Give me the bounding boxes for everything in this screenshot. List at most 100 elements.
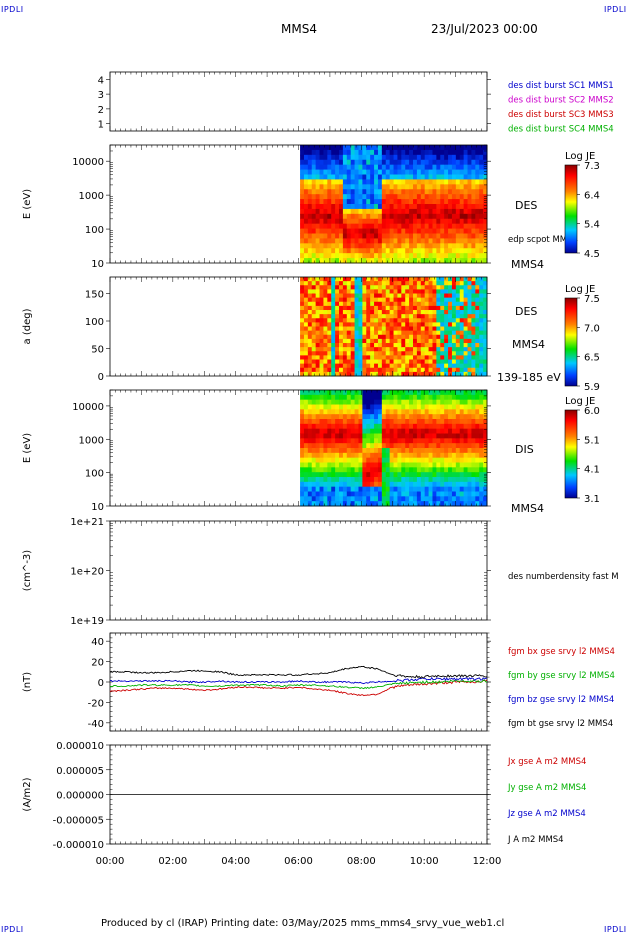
panel-bottom-label: MMS4 [511,502,544,515]
spectrogram-cell [483,338,488,344]
spectrogram-cell [428,318,433,323]
spectrogram-cell [303,428,309,434]
spectrogram-cell [444,443,449,449]
spectrogram-cell [323,355,328,361]
spectrogram-cell [370,169,375,175]
spectrogram-cell [377,289,383,295]
spectrogram-cell [420,253,426,259]
spectrogram-cell [393,496,398,502]
spectrogram-cell [397,448,402,454]
spectrogram-cell [300,486,305,492]
spectrogram-cell [335,496,340,502]
spectrogram-cell [428,343,433,348]
spectrogram-cell [327,305,332,311]
spectrogram-cell [393,285,398,290]
spectrogram-cell [459,414,465,420]
spectrogram-cell [405,343,410,348]
spectrogram-cell [319,491,324,497]
spectrogram-cell [374,443,379,449]
spectrogram-cell [346,243,352,249]
spectrogram-cell [416,347,422,352]
spectrogram-cell [354,228,359,234]
spectrogram-cell [420,258,426,264]
spectrogram-cell [350,223,356,230]
spectrogram-cell [335,501,340,507]
spectrogram-cell [339,233,344,239]
spectrogram-cell [409,486,414,492]
spectrogram-cell [350,394,356,401]
spectrogram-cell [483,371,488,377]
spectrogram-cell [420,428,426,434]
spectrogram-cell [428,164,433,171]
spectrogram-cell [389,371,395,377]
spectrogram-cell [397,289,402,295]
spectrogram-cell [327,409,332,415]
spectrogram-cell [455,297,461,303]
spectrogram-cell [475,367,480,373]
spectrogram-cell [409,330,414,336]
spectrogram-cell [358,277,363,282]
spectrogram-cell [323,481,328,488]
spectrogram-cell [471,179,476,185]
spectrogram-cell [393,145,398,151]
spectrogram-cell [354,457,359,463]
spectrogram-cell [401,293,406,299]
spectrogram-cell [335,334,340,340]
spectrogram-cell [440,394,445,401]
spectrogram-cell [432,351,437,356]
spectrogram-cell [420,326,426,332]
spectrogram-cell [342,293,348,299]
spectrogram-cell [339,351,344,356]
spectrogram-cell [467,310,472,315]
spectrogram-cell [370,301,375,307]
spectrogram-cell [335,174,340,180]
spectrogram-cell [342,404,348,410]
spectrogram-cell [448,223,453,230]
spectrogram-cell [436,243,441,249]
spectrogram-cell [405,204,410,210]
spectrogram-cell [366,409,371,415]
spectrogram-cell [389,394,395,401]
spectrogram-cell [409,293,414,299]
spectrogram-cell [448,404,453,410]
colorbar-tick-label: 7.0 [584,323,600,334]
spectrogram-cell [424,322,430,328]
spectrogram-cell [416,208,422,215]
spectrogram-cell [366,277,371,282]
spectrogram-cell [323,501,328,507]
spectrogram-cell [448,169,453,175]
spectrogram-cell [354,305,359,311]
spectrogram-cell [370,448,375,454]
spectrogram-cell [342,213,348,220]
spectrogram-cell [307,233,313,239]
spectrogram-cell [440,399,445,405]
spectrogram-cell [358,154,363,161]
spectrogram-cell [397,409,402,415]
spectrogram-cell [389,355,395,361]
spectrogram-cell [346,297,352,303]
spectrogram-cell [335,428,340,434]
spectrogram-cell [323,390,328,396]
spectrogram-cell [327,472,332,478]
spectrogram-cell [354,174,359,180]
spectrogram-cell [307,238,313,244]
spectrogram-cell [432,496,437,502]
spectrogram-cell [323,174,328,180]
spectrogram-cell [377,305,383,311]
spectrogram-cell [327,404,332,410]
spectrogram-cell [416,496,422,502]
spectrogram-cell [436,359,441,365]
spectrogram-cell [451,433,457,439]
spectrogram-cell [416,314,422,319]
spectrogram-cell [358,248,363,254]
spectrogram-cell [413,199,418,205]
spectrogram-cell [405,289,410,295]
legend-entry: des dist burst SC2 MMS2 [508,96,614,106]
spectrogram-cell [405,277,410,282]
spectrogram-cell [424,253,430,259]
spectrogram-cell [307,310,313,315]
spectrogram-cell [366,289,371,295]
spectrogram-cell [409,199,414,205]
spectrogram-cell [463,414,469,420]
spectrogram-cell [405,314,410,319]
